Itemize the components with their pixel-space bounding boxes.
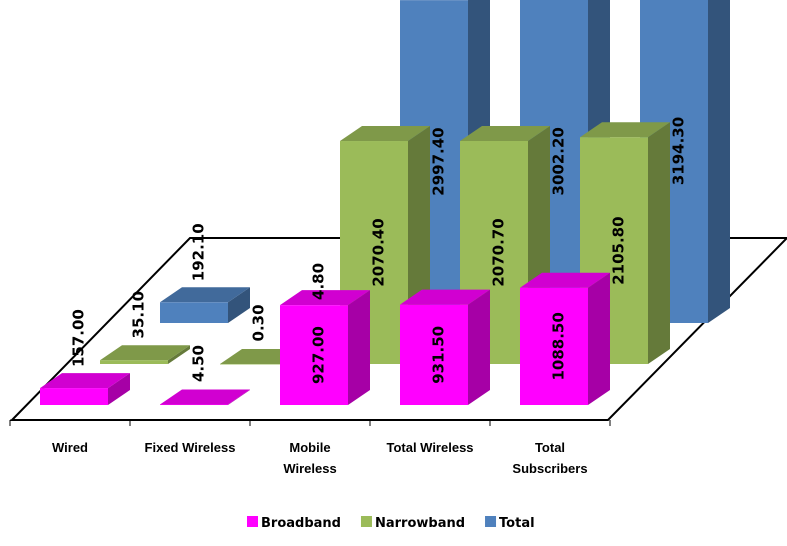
- legend: Broadband Narrowband Total: [247, 516, 535, 531]
- bar-broadband-total-wireless: [400, 289, 490, 405]
- category-label-total-subscribers: Total Subscribers: [512, 440, 587, 476]
- legend-item-narrowband: Narrowband: [360, 516, 465, 531]
- bars: [40, 0, 730, 406]
- value-label: 4.80: [310, 263, 328, 300]
- legend-swatch: [485, 516, 497, 527]
- bar-broadband-wired: [40, 373, 130, 405]
- bar-broadband-fixed-wireless: [160, 389, 250, 406]
- value-label: 927.00: [310, 326, 328, 384]
- category-label-total-wireless: Total Wireless: [386, 440, 473, 455]
- value-label: 4.50: [190, 345, 208, 382]
- category-label-wired: Wired: [52, 440, 88, 455]
- value-label: 931.50: [430, 326, 448, 384]
- category-label-mobile-wireless: Mobile Wireless: [283, 440, 336, 476]
- category-labels: Wired Fixed Wireless Mobile Wireless Total W…: [52, 440, 588, 476]
- bar-narrowband-wired: [100, 345, 190, 364]
- legend-item-broadband: Broadband: [247, 516, 341, 531]
- bar-total-wired: [160, 287, 250, 323]
- legend-swatch: [360, 516, 372, 527]
- category-label-fixed-wireless: Fixed Wireless: [145, 440, 236, 455]
- value-label: 3194.30: [670, 117, 688, 185]
- value-labels: 192.10 4.80 2997.40 3002.20 3194.30 35.10 0.30…: [70, 117, 688, 384]
- value-label: 2070.70: [490, 218, 508, 286]
- value-label: 2070.40: [370, 218, 388, 286]
- value-label: 1088.50: [550, 312, 568, 380]
- value-label: 2997.40: [430, 127, 448, 195]
- bar-broadband-mobile-wireless: [280, 290, 370, 405]
- legend-label: Narrowband: [375, 516, 465, 531]
- legend-label: Total: [499, 516, 535, 531]
- bar-narrowband-total-subscribers: [580, 122, 670, 364]
- value-label: 2105.80: [610, 216, 628, 284]
- value-label: 157.00: [70, 309, 88, 367]
- legend-item-total: Total: [485, 516, 535, 531]
- legend-swatch: [247, 516, 258, 527]
- bar-broadband-total-subscribers: [520, 272, 610, 405]
- value-label: 192.10: [190, 223, 208, 281]
- value-label: 3002.20: [550, 127, 568, 195]
- value-label: 0.30: [250, 304, 268, 341]
- value-label: 35.10: [130, 291, 148, 338]
- legend-label: Broadband: [261, 516, 341, 531]
